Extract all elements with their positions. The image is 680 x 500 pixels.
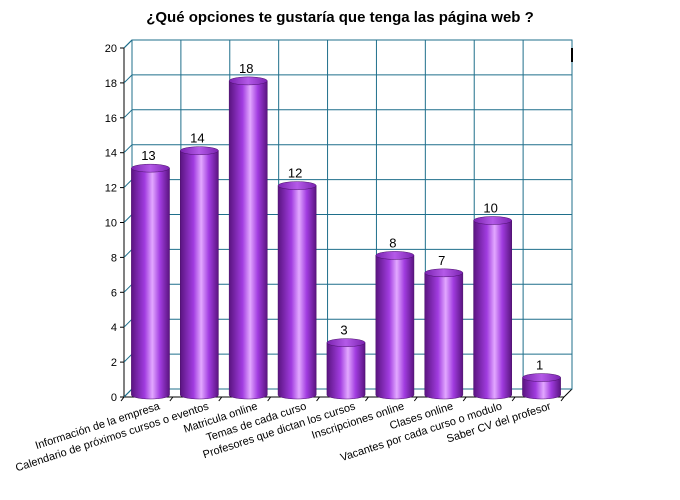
data-labels: 13 14 18 12 3 8 7 10 1 (141, 61, 543, 373)
data-label: 14 (190, 131, 204, 146)
bar-body (473, 220, 512, 400)
y-tick-label: 8 (111, 252, 117, 264)
bar (228, 76, 268, 400)
y-tick-label: 20 (105, 43, 117, 55)
x-tick-mark (560, 396, 565, 402)
gridline-side (123, 283, 133, 293)
gridline-side (123, 214, 133, 223)
y-axis: 0 2 4 6 8 10 12 14 16 18 20 (105, 43, 124, 404)
bar-cap (473, 216, 512, 225)
bar-body (522, 377, 561, 400)
x-tick-mark (462, 396, 467, 402)
bar-cap (131, 163, 170, 173)
bar (522, 373, 561, 400)
gridline-side (123, 179, 133, 188)
bar-body (180, 150, 219, 400)
data-label: 18 (239, 61, 253, 76)
y-tick-label: 12 (105, 183, 117, 195)
frame-edge (563, 388, 573, 398)
gridline-side (123, 109, 133, 119)
x-tick-mark (316, 396, 320, 402)
y-tick-label: 4 (111, 322, 117, 334)
bar-body (326, 342, 366, 400)
bar (375, 251, 415, 400)
bar (277, 181, 317, 400)
bar (424, 268, 464, 400)
bar (131, 163, 170, 400)
gridline-side (123, 144, 133, 154)
gridline-side (123, 318, 133, 328)
y-tick-label: 2 (111, 357, 117, 369)
data-label: 8 (389, 235, 396, 250)
bar-cap (228, 76, 268, 86)
gridline-side (123, 353, 133, 363)
x-tick-mark (413, 396, 418, 402)
bar-body (131, 167, 170, 400)
gridline-side (123, 388, 133, 398)
data-label: 13 (141, 148, 155, 163)
x-tick-mark (365, 396, 369, 402)
gridline-side (123, 74, 133, 84)
y-tick-label: 18 (105, 78, 117, 90)
y-tick-label: 6 (111, 287, 117, 299)
x-tick-mark (120, 396, 125, 402)
y-tick-label: 0 (111, 392, 117, 404)
bar (180, 146, 219, 400)
bar-cap (375, 251, 415, 260)
bars (131, 76, 561, 400)
bar (326, 338, 366, 400)
data-label: 10 (483, 201, 497, 216)
gridline-side (123, 249, 133, 258)
y-tick-label: 10 (105, 218, 117, 230)
bar-body (424, 272, 464, 400)
bar-body (375, 255, 415, 400)
data-label: 7 (438, 253, 445, 268)
data-label: 12 (288, 166, 302, 181)
x-tick-mark (511, 396, 516, 402)
bar-cap (277, 181, 317, 190)
bar (473, 216, 512, 400)
y-tick-label: 14 (105, 148, 117, 160)
x-tick-mark (169, 396, 174, 402)
bar-cap (522, 373, 561, 382)
data-label: 1 (536, 358, 543, 373)
bar-cap (180, 146, 219, 155)
x-tick-mark (218, 396, 223, 402)
bar-body (277, 185, 317, 400)
bar-cap (326, 338, 366, 347)
x-tick-mark (267, 396, 272, 402)
y-tick-label: 16 (105, 113, 117, 125)
bar-body (228, 80, 268, 400)
gridline-side (123, 39, 133, 49)
data-label: 3 (340, 323, 347, 338)
chart-title: ¿Qué opciones te gustaría que tenga las … (146, 9, 534, 26)
bar-cap (424, 268, 464, 278)
